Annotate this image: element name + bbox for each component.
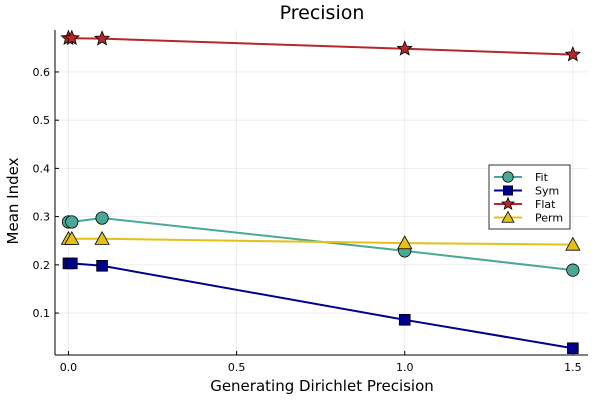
- legend-label: Sym: [535, 185, 559, 198]
- y-axis-title: Mean Index: [4, 157, 22, 244]
- series-fit: [61, 211, 580, 277]
- data-point-fit: [566, 263, 580, 277]
- series-line-sym: [68, 262, 574, 350]
- data-point-fit: [65, 215, 79, 229]
- y-tick-label: 0.5: [33, 114, 51, 127]
- x-axis-title: Generating Dirichlet Precision: [210, 377, 434, 395]
- data-point-sym: [96, 259, 108, 272]
- x-tick-label: 1.5: [564, 361, 582, 374]
- data-point-perm: [397, 235, 413, 250]
- chart-title: Precision: [280, 2, 365, 24]
- data-point-sym: [567, 342, 579, 355]
- grid-lines: [55, 30, 588, 355]
- legend-label: Perm: [535, 212, 563, 225]
- legend-label: Fit: [535, 171, 549, 184]
- legend-marker: [501, 210, 515, 223]
- legend-item-perm: Perm: [494, 210, 563, 225]
- series-line-flat: [68, 37, 573, 56]
- legend-item-sym: Sym: [494, 185, 559, 198]
- legend-item-flat: Flat: [494, 196, 556, 211]
- x-tick-label: 0.0: [60, 361, 78, 374]
- legend-marker: [503, 185, 513, 196]
- data-point-sym: [398, 313, 411, 326]
- series-perm: [60, 230, 581, 251]
- data-point-flat: [93, 30, 111, 46]
- data-point-perm: [64, 230, 80, 245]
- y-tick-label: 0.1: [33, 307, 51, 320]
- legend-label: Flat: [535, 198, 556, 211]
- y-tick-label: 0.4: [33, 162, 51, 175]
- data-point-perm: [94, 230, 110, 245]
- data-point-flat: [564, 46, 582, 62]
- x-tick-label: 1.0: [396, 361, 414, 374]
- series-line-perm: [68, 237, 573, 246]
- series-sym: [62, 257, 579, 355]
- series-flat: [60, 29, 582, 62]
- y-tick-label: 0.2: [33, 259, 51, 272]
- legend-marker: [502, 171, 514, 183]
- legend-item-fit: Fit: [494, 171, 549, 184]
- y-tick-label: 0.3: [33, 211, 51, 224]
- data-point-perm: [565, 236, 581, 251]
- y-tick-label: 0.6: [33, 66, 51, 79]
- data-point-flat: [63, 29, 80, 46]
- data-point-sym: [66, 257, 78, 270]
- x-tick-label: 0.5: [228, 361, 246, 374]
- legend-marker: [500, 196, 516, 211]
- data-point-flat: [396, 40, 413, 56]
- data-point-fit: [95, 211, 109, 225]
